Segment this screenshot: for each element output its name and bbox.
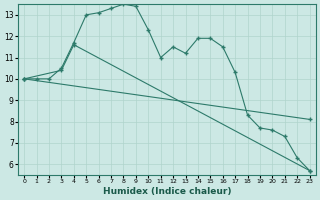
X-axis label: Humidex (Indice chaleur): Humidex (Indice chaleur) bbox=[103, 187, 231, 196]
